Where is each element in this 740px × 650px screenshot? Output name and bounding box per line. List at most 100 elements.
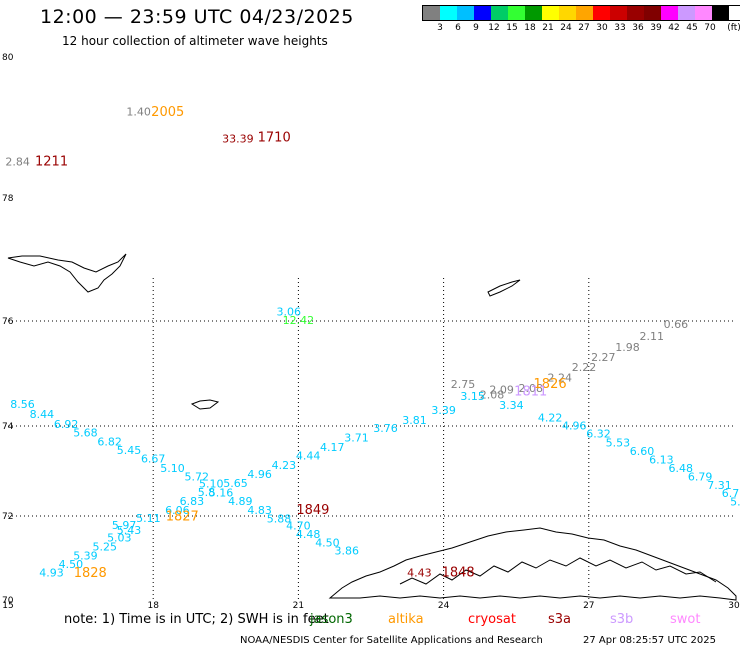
page-title: 12:00 — 23:59 UTC 04/23/2025 bbox=[40, 6, 354, 28]
footer-note: note: 1) Time is in UTC; 2) SWH is in fe… bbox=[64, 612, 329, 627]
legend-label-2: 9 bbox=[473, 23, 479, 33]
legend-label-7: 24 bbox=[560, 23, 572, 33]
legend-label-8: 27 bbox=[578, 23, 590, 33]
wave-height-3: 3.06 bbox=[276, 305, 301, 318]
legend-swatch-5 bbox=[508, 6, 525, 20]
legend-label-16: (ft) bbox=[727, 23, 740, 33]
legend-label-4: 15 bbox=[506, 23, 518, 33]
lat-label-74: 74 bbox=[2, 422, 14, 432]
legend-swatch-13 bbox=[644, 6, 661, 20]
pass-time-1849: 1849 bbox=[296, 503, 329, 518]
wave-height-44: 5.88 bbox=[267, 512, 292, 525]
wave-height-64: 5.72 bbox=[185, 470, 210, 483]
wave-height-11: 2.75 bbox=[451, 378, 476, 391]
wave-height-48: 4.48 bbox=[296, 528, 321, 541]
wave-height-50: 4.50 bbox=[315, 537, 340, 550]
legend-swatches bbox=[422, 5, 740, 21]
lon-label-15: 15 bbox=[2, 601, 13, 611]
page-subtitle: 12 hour collection of altimeter wave hei… bbox=[62, 34, 328, 48]
legend-swatch-11 bbox=[610, 6, 627, 20]
wave-height-22: 6.32 bbox=[586, 428, 611, 441]
wave-height-19: 3.81 bbox=[402, 414, 427, 427]
legend-swatch-17 bbox=[712, 6, 729, 20]
wave-height-16: 3.34 bbox=[499, 399, 524, 412]
lon-label-21: 21 bbox=[293, 601, 304, 611]
wave-height-21: 3.76 bbox=[373, 422, 398, 435]
legend-label-15: 70 bbox=[704, 23, 716, 33]
wave-height-39: 6.83 bbox=[180, 495, 205, 508]
legend-label-11: 36 bbox=[632, 23, 644, 33]
wave-height-5: 0.66 bbox=[664, 318, 689, 331]
wave-height-43: 5.11 bbox=[136, 512, 161, 525]
wave-height-60: 6.82 bbox=[97, 435, 122, 448]
wave-height-15: 3.15 bbox=[460, 390, 485, 403]
legend-swatch-14 bbox=[661, 6, 678, 20]
wave-height-2: 2.84 bbox=[5, 156, 30, 169]
legend-label-13: 42 bbox=[668, 23, 680, 33]
wave-height-8: 2.27 bbox=[591, 351, 616, 364]
wave-height-23: 3.71 bbox=[344, 431, 369, 444]
wave-height-38: 6.72 bbox=[722, 487, 740, 500]
lat-label-78: 78 bbox=[2, 194, 14, 204]
legend-swatch-4 bbox=[491, 6, 508, 20]
wave-height-0: 1.40 bbox=[126, 106, 151, 119]
pass-time-1811: 1811 bbox=[514, 385, 547, 400]
legend-swatch-12 bbox=[627, 6, 644, 20]
wave-height-45: 5.97 bbox=[112, 519, 137, 532]
legend-label-5: 18 bbox=[524, 23, 536, 33]
wave-height-13: 2.09 bbox=[489, 383, 514, 396]
legend-swatch-10 bbox=[593, 6, 610, 20]
wave-height-66: 4.43 bbox=[407, 566, 432, 579]
wave-height-17: 3.39 bbox=[431, 404, 456, 417]
legend-swatch-6 bbox=[525, 6, 542, 20]
satellite-s3b: s3b bbox=[610, 612, 634, 627]
satellite-altika: altika bbox=[388, 612, 424, 627]
legend-swatch-7 bbox=[542, 6, 559, 20]
wave-height-42: 4.83 bbox=[247, 504, 272, 517]
wave-height-49: 5.03 bbox=[107, 532, 132, 545]
lat-label-70: 70 bbox=[2, 596, 14, 606]
legend-label-0: 3 bbox=[437, 23, 443, 33]
lon-label-30: 30 bbox=[728, 601, 740, 611]
legend-swatch-9 bbox=[576, 6, 593, 20]
wave-height-29: 4.23 bbox=[272, 459, 297, 472]
legend-label-14: 45 bbox=[686, 23, 698, 33]
wave-height-57: 8.44 bbox=[30, 408, 55, 421]
coastline-kong-karls-land bbox=[487, 279, 521, 297]
wave-height-24: 5.53 bbox=[606, 436, 631, 449]
wave-height-36: 5.16 bbox=[209, 487, 234, 500]
pass-time-1827: 1827 bbox=[166, 510, 199, 525]
wave-height-27: 4.44 bbox=[296, 449, 321, 462]
wave-height-20: 4.96 bbox=[562, 420, 587, 433]
legend-label-6: 21 bbox=[542, 23, 554, 33]
satellite-swot: swot bbox=[670, 612, 701, 627]
wave-height-62: 6.67 bbox=[141, 452, 166, 465]
satellite-cryosat: cryosat bbox=[468, 612, 516, 627]
wave-height-7: 1.98 bbox=[615, 341, 640, 354]
wave-height-31: 4.96 bbox=[247, 468, 272, 481]
color-legend: 3 6 9 12 15 18 21 24 27 30 33 36 39 42 45 70 (ft) bbox=[422, 5, 740, 35]
wave-height-32: 6.79 bbox=[688, 470, 713, 483]
wave-height-6: 2.11 bbox=[639, 330, 664, 343]
wave-height-47: 5.43 bbox=[117, 524, 142, 537]
legend-label-10: 33 bbox=[614, 23, 626, 33]
wave-height-51: 5.25 bbox=[93, 540, 118, 553]
wave-height-58: 6.92 bbox=[54, 418, 79, 431]
satellite-s3a: s3a bbox=[548, 612, 572, 627]
wave-height-18: 4.22 bbox=[538, 411, 563, 424]
lat-label-76: 76 bbox=[2, 317, 14, 327]
legend-swatch-15 bbox=[678, 6, 695, 20]
legend-label-9: 30 bbox=[596, 23, 608, 33]
legend-swatch-16 bbox=[695, 6, 712, 20]
wave-height-12: 2.08 bbox=[518, 382, 543, 395]
wave-height-33: 5.65 bbox=[223, 477, 248, 490]
wave-height-9: 2.22 bbox=[572, 361, 597, 374]
legend-label-12: 39 bbox=[650, 23, 662, 33]
wave-height-46: 4.70 bbox=[286, 519, 311, 532]
wave-height-4: 12.42 bbox=[283, 314, 315, 327]
lat-label-80: 80 bbox=[2, 53, 14, 63]
